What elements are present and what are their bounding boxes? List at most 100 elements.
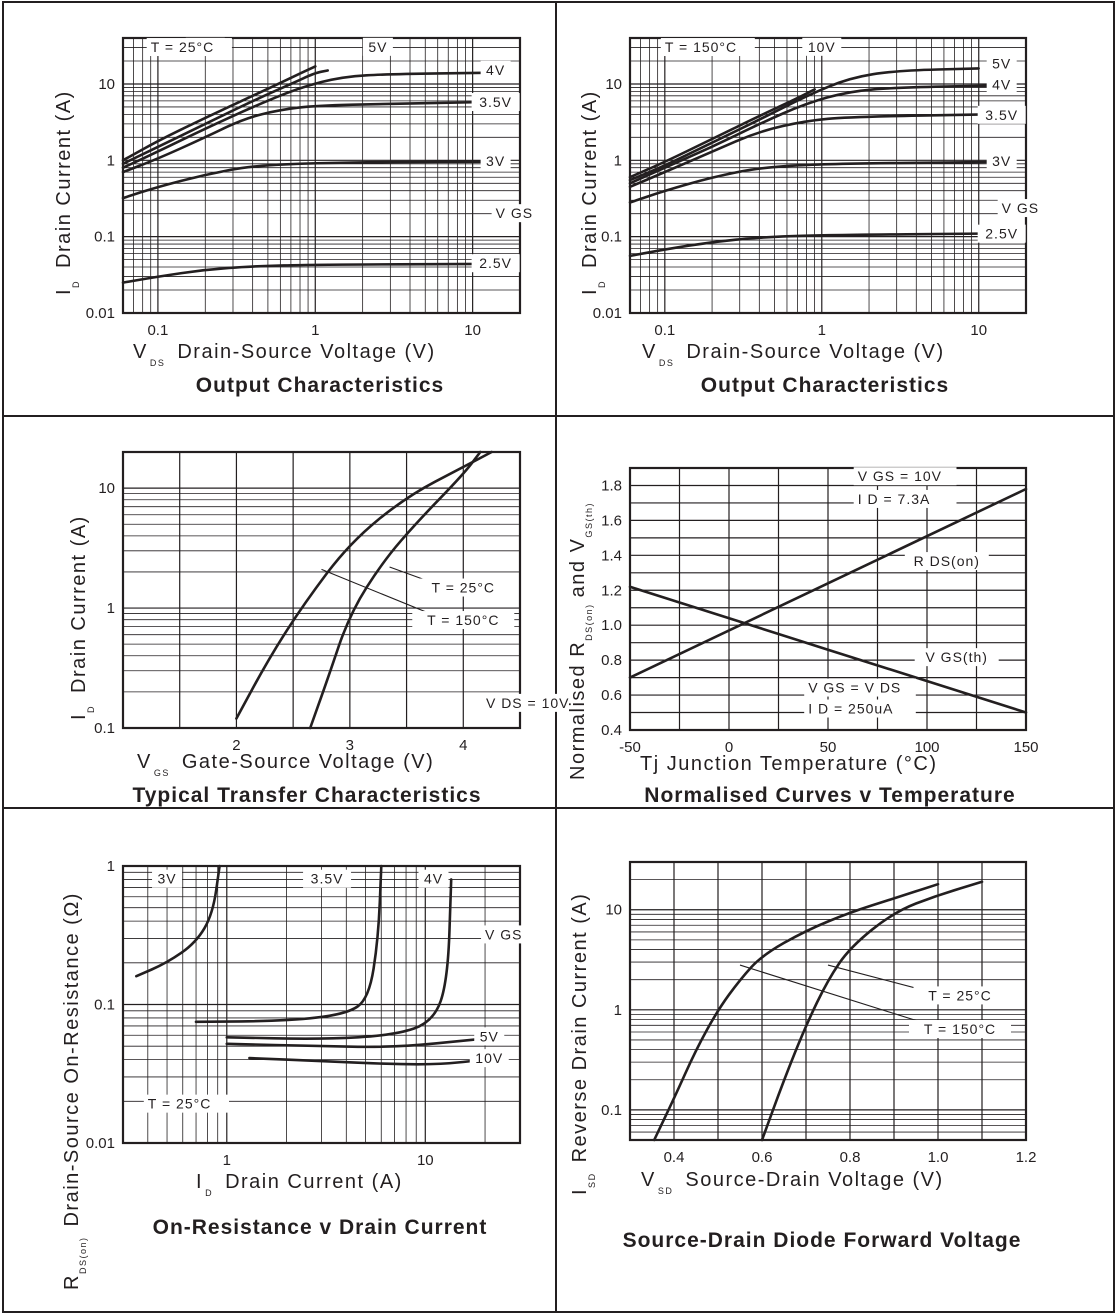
- series-label-bg: [986, 75, 1017, 94]
- annotation: T = 150°C: [665, 39, 737, 55]
- series-line: [225, 878, 453, 1040]
- y-tick-label: 1.8: [601, 477, 622, 494]
- plot-frame: [121, 36, 522, 315]
- series-label: 3V: [486, 153, 505, 169]
- plot-frame: [121, 450, 522, 730]
- annotation-bg: [660, 38, 755, 57]
- y-tick-label: 10: [605, 902, 622, 919]
- series-label-bg: [986, 151, 1017, 170]
- y-tick-label: 1.6: [601, 512, 622, 529]
- y-tick-label: 10: [98, 76, 115, 93]
- x-axis-title: V SD Source-Drain Voltage (V): [641, 1169, 944, 1196]
- x-tick-label: 0.4: [664, 1149, 685, 1166]
- series-label-bg: [909, 1020, 1011, 1039]
- y-axis-title: IDDrain Current (A): [68, 515, 96, 720]
- series-line: [194, 864, 383, 1024]
- x-tick-label: 3: [346, 737, 354, 754]
- annotation: T = 25°C: [148, 1096, 212, 1112]
- series-label: 3.5V: [479, 94, 512, 110]
- y-tick-label: 0.1: [94, 229, 115, 246]
- series-label-bg: [362, 37, 393, 56]
- chart-output-150c: 10V 5V 4V 3.5V 3V 2.5V T = 150°C V GS 0.1 1 10 0.0…: [579, 36, 1039, 397]
- y-tick-label: 0.1: [94, 720, 115, 737]
- series-label: 2.5V: [479, 255, 512, 271]
- y-tick-label: 0.01: [86, 1135, 115, 1152]
- y-axis-title: Normalised RDS(on)and VGS(th): [567, 502, 594, 780]
- chart-title: Output Characteristics: [196, 374, 444, 397]
- series-labels: T = 25°C T = 150°C: [739, 964, 1011, 1039]
- x-tick-label: 10: [464, 322, 481, 339]
- plot-frame: [628, 860, 1028, 1142]
- series-line: [121, 69, 329, 166]
- series-label: T = 25°C: [928, 987, 992, 1003]
- series-label-bg: [913, 986, 1007, 1005]
- series-line: [121, 65, 317, 162]
- series-label-bg: [152, 869, 183, 888]
- series-line: [628, 67, 980, 182]
- y-tick-label: 1: [614, 152, 622, 169]
- curves: [235, 450, 493, 730]
- series-line: [628, 113, 993, 189]
- y-tick-label: 10: [605, 76, 622, 93]
- series-label: 5V: [992, 55, 1011, 71]
- x-tick-label: 0.1: [654, 322, 675, 339]
- chart-title: Source-Drain Diode Forward Voltage: [623, 1229, 1022, 1252]
- chart-title: Normalised Curves v Temperature: [644, 784, 1015, 807]
- annotation: V GS: [496, 205, 533, 221]
- tick-labels: 0.1 1 10 0.01 0.1 1 10: [593, 76, 987, 339]
- y-tick-label: 0.8: [601, 652, 622, 669]
- curves: [628, 67, 993, 258]
- series-label: T = 150°C: [427, 612, 499, 628]
- y-tick-label: 1: [614, 1002, 622, 1019]
- series-label: 10V: [475, 1050, 503, 1066]
- y-axis-title: ISDReverse Drain Current (A): [569, 893, 597, 1195]
- annotation: T = 25°C: [151, 39, 215, 55]
- y-axis-title: IDDrain Current (A): [579, 90, 607, 295]
- curves: [628, 487, 1028, 714]
- x-tick-label: 1.2: [1016, 1149, 1037, 1166]
- series-label-bg: [480, 60, 511, 79]
- y-tick-label: 0.1: [601, 229, 622, 246]
- series-label: 5V: [480, 1028, 499, 1044]
- series-line: [652, 882, 940, 1142]
- series-label: 10V: [808, 39, 836, 55]
- y-axis-title: RDS(on)Drain-Source On-Resistance (Ω): [61, 892, 88, 1290]
- y-tick-label: 1.0: [601, 617, 622, 634]
- annotation-bg: [481, 925, 523, 944]
- chart-title: Typical Transfer Characteristics: [132, 784, 481, 807]
- x-tick-label: 10: [417, 1152, 434, 1169]
- series-labels: R DS(on) V GS(th) V GS = 10V I D = 7.3A V GS…: [804, 467, 999, 718]
- x-tick-label: 10: [970, 322, 987, 339]
- series-line: [225, 1038, 478, 1049]
- x-tick-label: 100: [914, 739, 939, 756]
- series-label-bg: [418, 869, 449, 888]
- series-label-bg: [471, 93, 520, 112]
- series-line: [628, 487, 1028, 679]
- leader-line: [739, 964, 941, 1029]
- series-label-bg: [802, 37, 842, 56]
- x-tick-label: 1: [818, 322, 826, 339]
- series-label-bg: [471, 254, 520, 273]
- x-tick-label: 150: [1013, 739, 1038, 756]
- curves: [135, 864, 487, 1066]
- series-line: [121, 262, 487, 284]
- plot-frame: [628, 36, 1028, 315]
- series-label-bg: [480, 151, 511, 170]
- x-axis-title: Tj Junction Temperature (°C): [640, 753, 938, 775]
- plot-frame: [628, 466, 1028, 732]
- y-tick-label: 0.01: [593, 305, 622, 322]
- leader-line: [321, 568, 444, 620]
- series-line: [248, 1056, 487, 1066]
- series-labels: 10V 5V 4V 3.5V 3V 2.5V T = 150°C V GS: [660, 37, 1039, 243]
- annotation-bg: [804, 699, 916, 718]
- series-label: 4V: [424, 871, 443, 887]
- annotation: I D = 250uA: [808, 701, 893, 717]
- x-tick-label: -50: [619, 739, 641, 756]
- grid: [628, 36, 1028, 315]
- series-line: [121, 100, 487, 174]
- series-label: 3.5V: [985, 107, 1018, 123]
